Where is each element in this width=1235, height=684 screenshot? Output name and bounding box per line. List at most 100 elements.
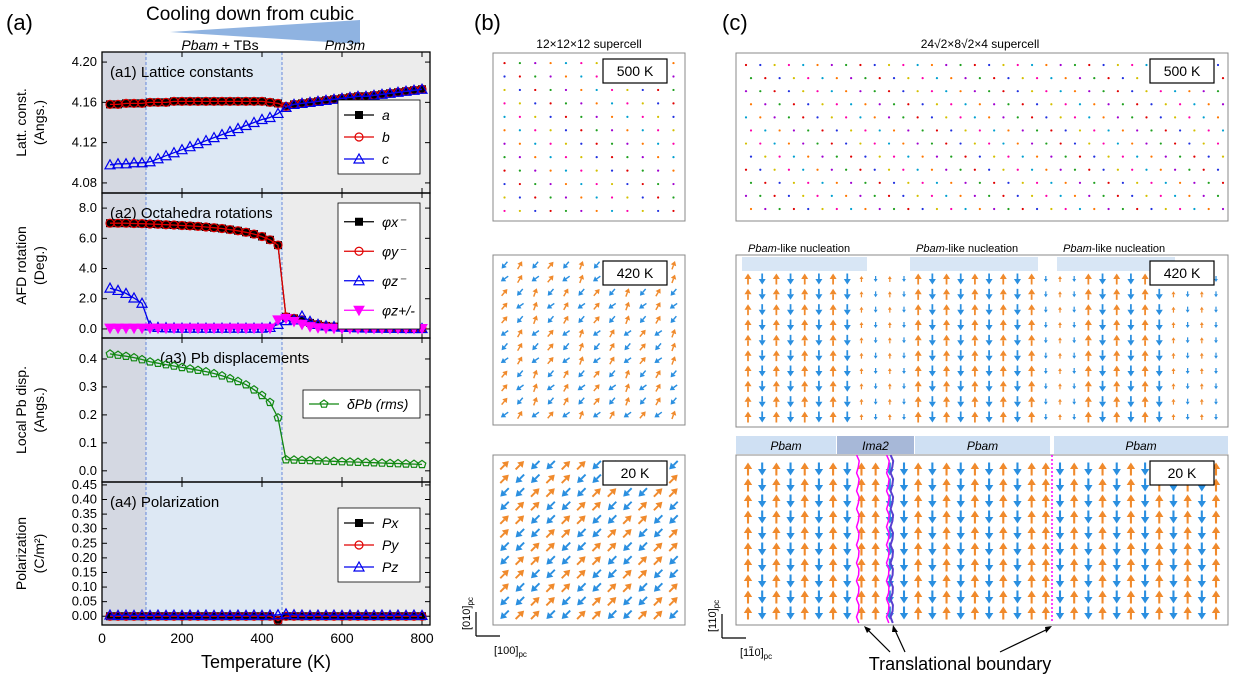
b-dipole-arrow [501,583,509,591]
c-dipole-dot [959,142,962,145]
b-dipole-arrow-shaft [545,478,552,484]
c-dipole-arrow [971,411,979,417]
b-dipole-arrow [670,597,678,604]
y-axis-label-a2: AFD rotation [13,226,29,305]
b-dipole-arrow-shaft [611,302,617,307]
subplot-title-a2: (a2) Octahedra rotations [110,205,273,222]
b-dipole-dot [503,182,506,186]
c-dipole-arrow [758,485,767,492]
c-dipole-dot [802,168,805,171]
b-dipole-arrow [517,329,523,335]
b-dipole-arrow-shaft [611,288,616,293]
c-dipole-arrow [1113,319,1121,325]
b-dipole-dot [580,102,583,105]
b-temp-label-0: 500 K [617,63,654,79]
b-dipole-arrow [563,397,569,403]
b-dipole-arrow [592,516,600,524]
data-point-a3-0 [257,390,267,400]
b-dipole-arrow-shaft [530,491,536,498]
c-dipole-arrow [758,386,766,392]
b-dipole-dot [503,61,506,65]
subplot-a4: 0.000.050.100.150.200.250.300.350.400.45… [13,477,431,626]
c-axis-x-label: [110]pc [740,647,772,661]
c-dipole-dot [1093,207,1096,211]
c-dipole-arrow [1126,542,1136,549]
c-dipole-arrow [928,469,937,476]
data-point-a4-2 [343,608,357,620]
c-dipole-dot [850,155,853,158]
b-dipole-arrow [500,598,508,606]
b-dipole-arrow-shaft [533,305,536,311]
b-dipole-dot [549,196,552,199]
b-dipole-dot [549,169,552,172]
b-dipole-arrow [501,529,509,536]
data-point-a4-0 [274,615,282,624]
data-point-a2-3 [200,323,212,335]
b-dipole-arrow-shaft [576,464,582,471]
c-dipole-dot [1221,155,1225,158]
c-dipole-arrow [828,526,838,533]
c-axis-y-label: [110]pc [707,600,721,632]
c-dipole-arrow [1043,340,1048,344]
y-tick-label-a3: 0.2 [79,407,97,422]
b-dipole-arrow [609,399,615,405]
c-dipole-dot [1107,103,1110,106]
b-dipole-dot [564,169,568,172]
c-dipole-arrow [743,558,753,565]
c-dipole-dot [959,63,962,67]
b-dipole-arrow [532,344,538,351]
b-dipole-arrow-shaft [668,600,675,607]
b-dipole-arrow [624,344,630,351]
c-dipole-arrow [828,574,838,581]
data-point-a2-3 [208,323,220,335]
c-dipole-arrow [814,565,824,572]
c-dipole-dot [816,142,819,145]
b-dipole-arrow-shaft [580,302,586,307]
data-point-a4-2 [247,608,261,620]
c-dipole-dot [1159,90,1162,93]
b-dipole-arrow [593,263,599,269]
c-dipole-dot [816,63,819,67]
b-dipole-arrow [623,489,631,497]
b-dipole-dot [657,169,660,172]
c-dipole-arrow [801,319,809,325]
b-dipole-arrow-shaft [547,332,552,338]
data-point-a3-0 [153,358,163,367]
c-dipole-arrow [999,478,1008,485]
c-dipole-dot [1021,103,1024,106]
c-dipole-dot [892,181,896,184]
c-dipole-dot [859,90,862,93]
c-dipole-arrow [743,574,753,581]
c-dipole-arrow [1084,485,1093,492]
b-dipole-dot [595,209,598,213]
c-dipole-arrow [815,417,823,423]
c-dipole-arrow [1169,613,1178,620]
b-dipole-arrow [609,329,615,335]
c-dipole-dot [892,207,896,211]
data-point-a4-2 [191,609,205,620]
c-dipole-arrow [1171,398,1176,402]
c-dipole-arrow [843,294,851,300]
c-dipole-arrow [970,590,980,597]
b-dipole-arrow [517,556,525,564]
c-dipole-arrow [873,340,878,344]
b-dipole-arrow-shaft [596,528,602,534]
c-dipole-arrow [914,558,923,565]
c-temp-label-0-box [1149,58,1215,84]
c-dipole-arrow [787,417,795,423]
c-dipole-dot [1045,168,1048,171]
b-dipole-arrow-shaft [561,464,567,471]
c-dipole-arrow [957,417,965,423]
y-tick-label-a1: 4.20 [72,54,97,69]
b-dipole-dot [564,129,568,132]
b-dipole-arrow [515,476,523,483]
c-dipole-arrow [859,276,864,279]
b-dipole-arrow-shaft [565,501,571,507]
c-dipole-dot [916,63,919,67]
b-dipole-arrow-shaft [565,541,571,548]
b-dipole-arrow [517,261,523,267]
c-dipole-arrow [1013,533,1022,540]
c-dipole-arrow [1127,279,1135,285]
c-dipole-dot [749,207,753,211]
b-dipole-arrow [654,358,660,363]
